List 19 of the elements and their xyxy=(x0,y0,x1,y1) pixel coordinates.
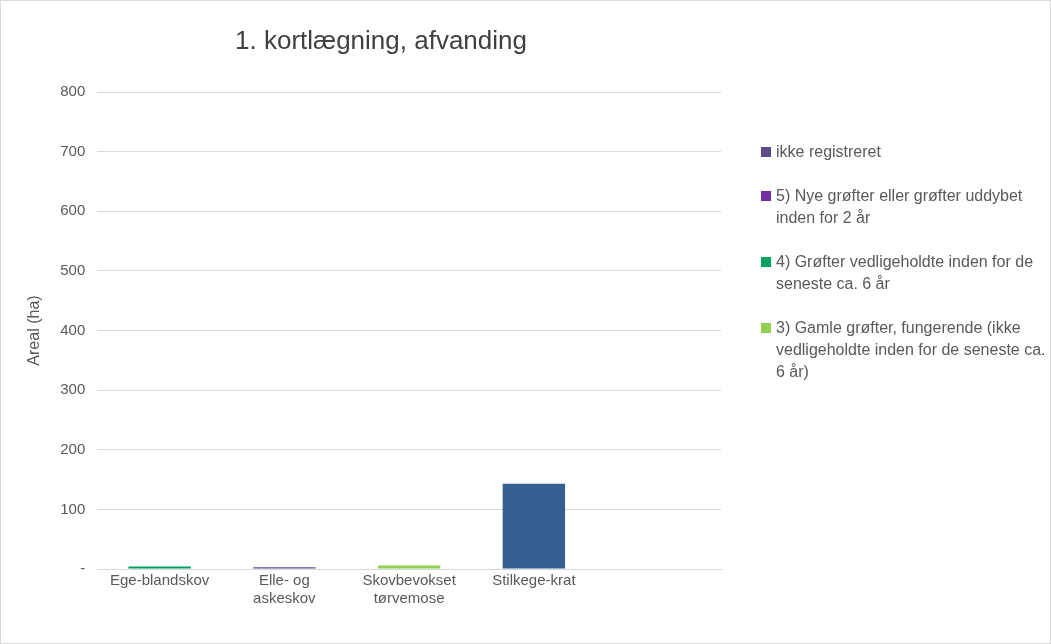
y-tick-label: 600 xyxy=(60,201,86,219)
legend-label: 5) Nye grøfter eller grøfter uddybet inden for 2 år xyxy=(776,186,1024,228)
y-tick-label: 300 xyxy=(60,380,86,398)
y-tick-label: 800 xyxy=(60,82,86,100)
legend-label: 3) Gamle grøfter, fungerende (ikke vedligeholdte inden for de seneste ca. 6 år) xyxy=(776,318,1046,382)
x-tick-label: Skovbevokset tørvemose xyxy=(362,571,457,607)
y-tick-label: - xyxy=(80,559,86,577)
chart-title: 1. kortlægning, afvanding xyxy=(234,25,528,56)
legend-label: ikke registreret xyxy=(776,142,881,162)
y-tick-label: 200 xyxy=(60,439,86,457)
y-tick-label: 500 xyxy=(60,261,86,279)
y-axis-title: Areal (ha) xyxy=(25,295,43,366)
x-tick-label: Elle- og askeskov xyxy=(253,571,317,607)
x-tick-label: Ege-blandskov xyxy=(109,571,210,589)
y-tick-label: 400 xyxy=(60,320,86,338)
y-tick-label: 700 xyxy=(60,141,86,159)
legend-label: 4) Grøfter vedligeholdte inden for de seneste ca. 6 år xyxy=(776,252,1035,294)
y-tick-label: 100 xyxy=(60,499,86,517)
x-tick-label: Stilkege-krat xyxy=(492,571,577,589)
